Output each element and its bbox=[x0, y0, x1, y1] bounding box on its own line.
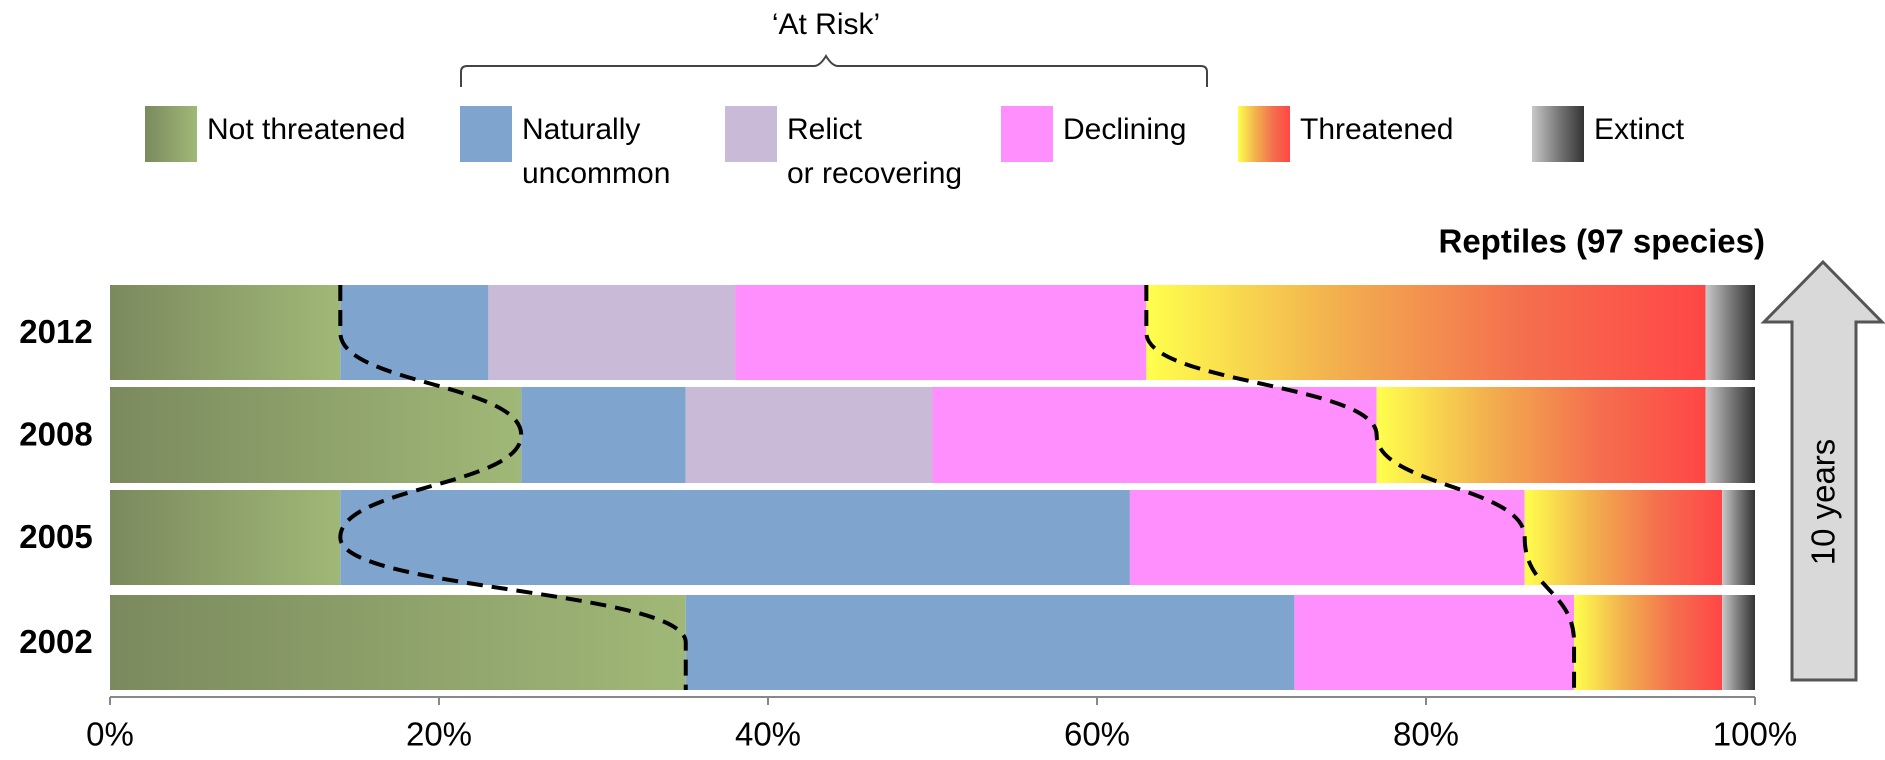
y-tick-label: 2002 bbox=[19, 623, 92, 660]
legend-label: Relict or recovering bbox=[787, 108, 962, 196]
legend-label: Extinct bbox=[1594, 108, 1684, 152]
legend-item: Not threatened bbox=[145, 106, 405, 162]
legend-item: Naturally uncommon bbox=[460, 106, 670, 196]
bar-segment bbox=[686, 387, 933, 483]
bar-segment bbox=[686, 595, 1295, 690]
legend-swatch bbox=[1532, 106, 1584, 162]
x-tick-label: 0% bbox=[86, 716, 134, 753]
bar-segment bbox=[735, 285, 1146, 380]
bar-segment bbox=[488, 285, 735, 380]
chart: ‘At Risk’ Reptiles (97 species) 10 years… bbox=[0, 0, 1885, 760]
legend-item: Relict or recovering bbox=[725, 106, 962, 196]
legend-label: Not threatened bbox=[207, 108, 405, 152]
legend-swatch bbox=[1238, 106, 1290, 162]
bar-segment bbox=[110, 490, 340, 585]
legend-swatch bbox=[460, 106, 512, 162]
legend-label: Naturally uncommon bbox=[522, 108, 670, 196]
bar-segment bbox=[1294, 595, 1574, 690]
bar-segment bbox=[1525, 490, 1722, 585]
arrow-label: 10 years bbox=[1805, 439, 1842, 566]
legend-label: Declining bbox=[1063, 108, 1186, 152]
bar-segment bbox=[110, 387, 521, 483]
legend-swatch bbox=[145, 106, 197, 162]
bar-segment bbox=[1706, 285, 1755, 380]
legend-swatch bbox=[1001, 106, 1053, 162]
y-tick-label: 2005 bbox=[19, 518, 92, 555]
bar-segment bbox=[1706, 387, 1755, 483]
bar-segment bbox=[340, 285, 488, 380]
x-tick-label: 40% bbox=[735, 716, 801, 753]
legend-item: Threatened bbox=[1238, 106, 1453, 162]
bar-segment bbox=[340, 490, 1130, 585]
x-tick-label: 80% bbox=[1393, 716, 1459, 753]
x-tick-label: 60% bbox=[1064, 716, 1130, 753]
at-risk-bracket bbox=[461, 56, 1207, 87]
x-tick-label: 100% bbox=[1713, 716, 1797, 753]
bar-segment bbox=[1146, 285, 1705, 380]
bar-segment bbox=[110, 595, 686, 690]
y-tick-label: 2008 bbox=[19, 416, 92, 453]
bar-segment bbox=[521, 387, 686, 483]
y-tick-label: 2012 bbox=[19, 313, 92, 350]
chart-title: Reptiles (97 species) bbox=[1439, 223, 1766, 260]
bar-segment bbox=[110, 285, 340, 380]
bar-segment bbox=[1722, 595, 1755, 690]
legend-item: Extinct bbox=[1532, 106, 1684, 162]
x-tick-label: 20% bbox=[406, 716, 472, 753]
bar-segment bbox=[1130, 490, 1525, 585]
legend-swatch bbox=[725, 106, 777, 162]
bar-segment bbox=[1377, 387, 1706, 483]
bar-segment bbox=[1722, 490, 1755, 585]
legend-label: Threatened bbox=[1300, 108, 1453, 152]
bar-segment bbox=[1574, 595, 1722, 690]
bar-segment bbox=[933, 387, 1377, 483]
bracket-label: ‘At Risk’ bbox=[772, 8, 880, 41]
legend-item: Declining bbox=[1001, 106, 1186, 162]
